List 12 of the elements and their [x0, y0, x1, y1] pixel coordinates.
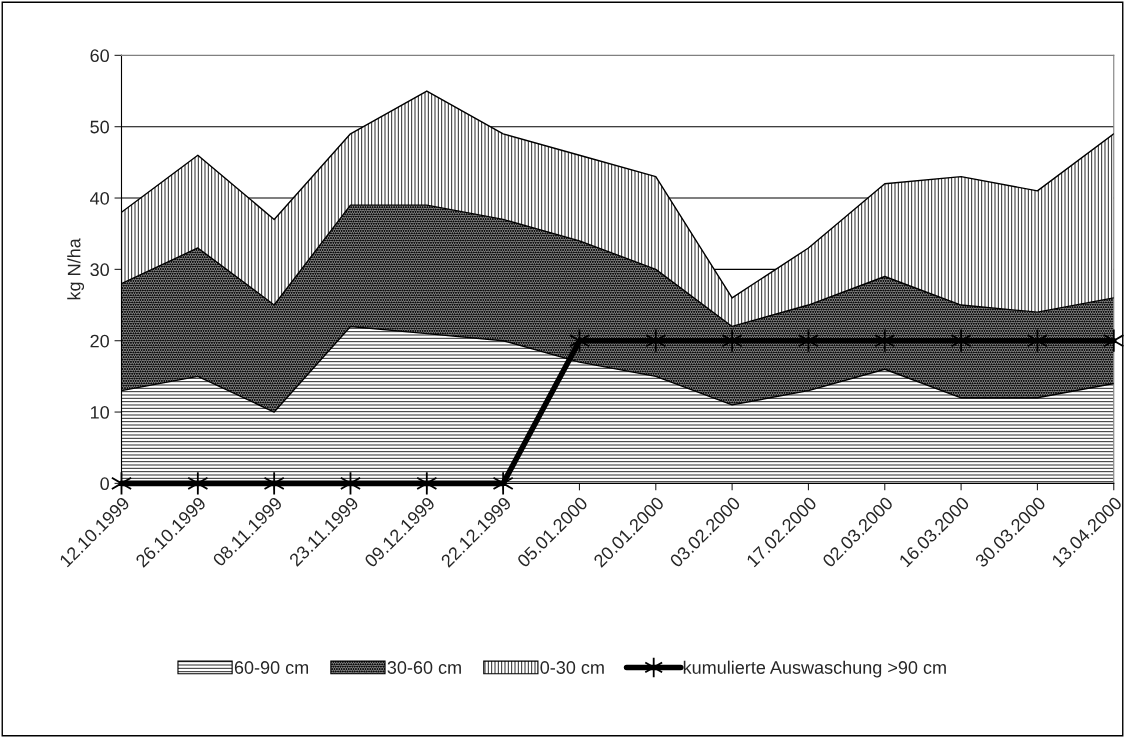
y-tick-label: 10: [90, 405, 109, 419]
y-tick-label: 60: [90, 49, 109, 63]
y-axis-title: kg N/ha: [67, 238, 85, 300]
y-tick-label: 40: [90, 191, 109, 205]
y-tick-label: 0: [100, 477, 109, 491]
legend-label: 0-30 cm: [540, 661, 604, 674]
legend-label: kumulierte Auswaschung >90 cm: [683, 660, 946, 678]
y-tick-label: 20: [90, 334, 109, 348]
y-tick-label: 30: [90, 263, 109, 277]
y-tick-label: 50: [90, 120, 109, 134]
legend-label: 60-90 cm: [234, 661, 309, 674]
legend-label: 30-60 cm: [387, 661, 461, 674]
